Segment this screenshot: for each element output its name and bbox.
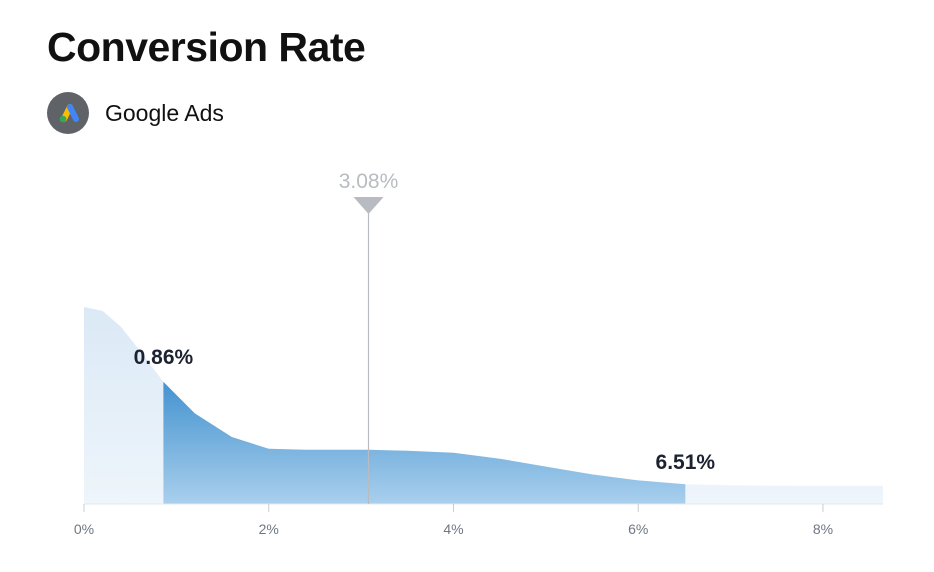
marker-triangle	[353, 197, 384, 214]
google-ads-logo-icon	[47, 92, 89, 134]
highlight-range-area	[163, 381, 686, 504]
x-tick-label: 0%	[74, 521, 94, 537]
x-tick-label: 4%	[443, 521, 463, 537]
x-tick-label: 2%	[259, 521, 279, 537]
range-high-label: 6.51%	[656, 451, 716, 474]
source-name: Google Ads	[105, 99, 224, 126]
x-tick-label: 6%	[628, 521, 648, 537]
range-low-label: 0.86%	[134, 346, 194, 369]
chart-title: Conversion Rate	[47, 24, 366, 70]
x-tick-label: 8%	[813, 521, 833, 537]
data-source: Google Ads	[47, 92, 224, 134]
marker-label: 3.08%	[339, 170, 399, 193]
